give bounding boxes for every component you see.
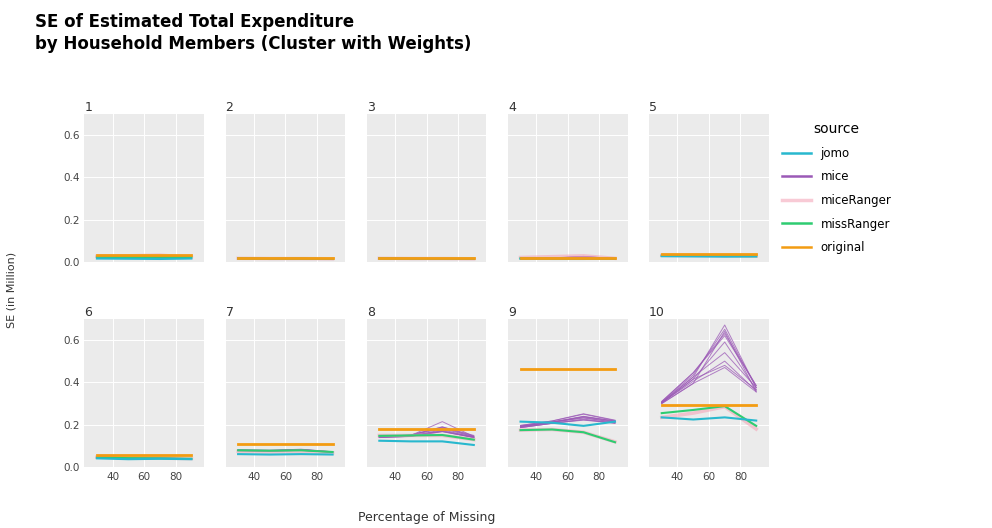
Text: SE (in Million): SE (in Million) xyxy=(7,252,17,328)
Text: 2: 2 xyxy=(225,100,233,114)
Text: 4: 4 xyxy=(508,100,516,114)
Text: 6: 6 xyxy=(84,306,92,318)
Text: 1: 1 xyxy=(84,100,92,114)
Text: 7: 7 xyxy=(225,306,233,318)
Legend: jomo, mice, miceRanger, missRanger, original: jomo, mice, miceRanger, missRanger, orig… xyxy=(782,122,892,254)
Text: SE of Estimated Total Expenditure
by Household Members (Cluster with Weights): SE of Estimated Total Expenditure by Hou… xyxy=(35,13,471,53)
Text: 5: 5 xyxy=(649,100,657,114)
Text: Percentage of Missing: Percentage of Missing xyxy=(358,511,495,524)
Text: 9: 9 xyxy=(508,306,516,318)
Text: 10: 10 xyxy=(649,306,665,318)
Text: 8: 8 xyxy=(367,306,375,318)
Text: 3: 3 xyxy=(367,100,375,114)
